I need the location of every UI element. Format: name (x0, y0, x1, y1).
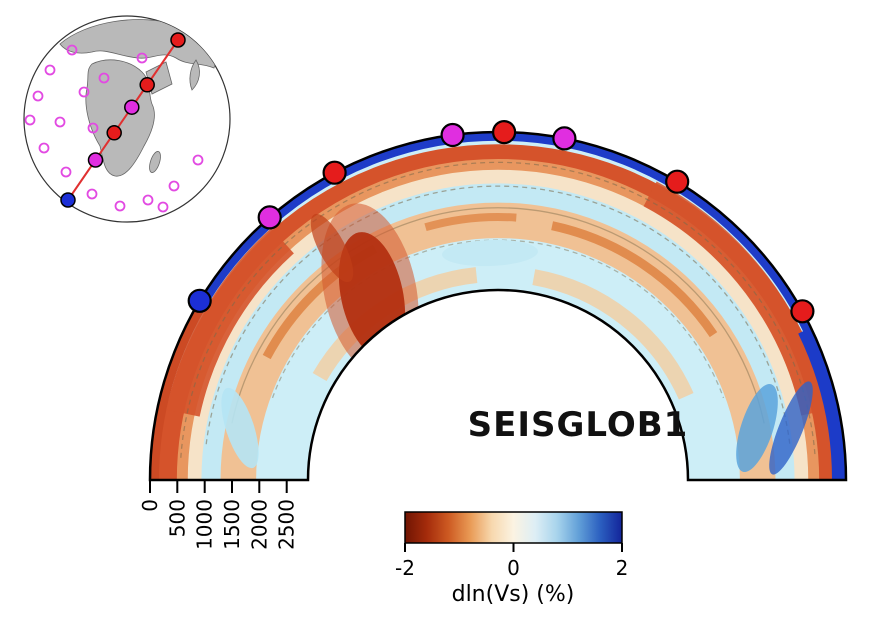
hotspot-marker (78, 86, 90, 98)
continent-india (189, 59, 200, 91)
hotspot-marker (157, 201, 169, 213)
depth-tick-label: 1500 (220, 499, 244, 550)
tomography-detail (424, 213, 517, 232)
station-marker (106, 125, 122, 141)
blue-station-marker (187, 288, 212, 313)
continent-eurasia (59, 19, 216, 69)
colorbar-tick-label: -2 (395, 556, 415, 580)
depth-tick-label: 1000 (193, 499, 217, 550)
hotspot-marker (60, 166, 72, 178)
tomography-detail (150, 295, 211, 480)
red-station-marker (790, 299, 815, 324)
depth-tick-label: 0 (138, 499, 162, 512)
magenta-station-marker (257, 205, 282, 230)
cross-section (148, 130, 848, 482)
tomography-detail (798, 327, 846, 480)
red-station-marker (322, 160, 347, 185)
tomography-anomaly (736, 383, 778, 473)
colorbar-ticks: -2 0 2 (395, 543, 628, 580)
hotspot-marker (44, 64, 56, 76)
tomography-anomaly (310, 213, 354, 283)
station-marker (170, 32, 186, 48)
depth-tick-label: 2000 (247, 499, 271, 550)
continent-madagascar (149, 151, 161, 173)
station-marker (139, 77, 155, 93)
annulus-outline (148, 130, 848, 482)
colorbar-tick-label: 2 (616, 556, 629, 580)
tomography-detail (643, 181, 829, 416)
hotspot-marker (24, 114, 36, 126)
colorbar-tick-label: 0 (507, 556, 520, 580)
tomography-overlays (150, 161, 846, 480)
colorbar-gradient (404, 511, 623, 544)
hotspot-marker (38, 142, 50, 154)
hotspot-marker (168, 180, 180, 192)
tomography-detail (532, 269, 694, 400)
depth-tick-label: 2500 (275, 499, 299, 550)
hotspot-marker (32, 90, 44, 102)
magenta-station-marker (440, 122, 465, 148)
colorbar-label: dln(Vs) (%) (452, 582, 575, 607)
hotspot-marker (136, 52, 148, 64)
continent-africa (85, 59, 155, 177)
great-circle-path (67, 39, 179, 201)
red-station-marker (492, 120, 517, 145)
hotspot-marker (142, 194, 154, 206)
tomography-detail (180, 161, 816, 458)
inset-markers (24, 32, 204, 213)
tomography-anomaly (221, 387, 259, 469)
hotspot-marker (87, 122, 99, 134)
hotspot-marker (86, 188, 98, 200)
tomography-band (201, 183, 795, 480)
station-marker (60, 192, 76, 208)
tomography-detail (166, 228, 295, 417)
magenta-station-marker (552, 126, 577, 151)
hotspot-marker (114, 200, 126, 212)
red-station-marker (665, 169, 690, 194)
globe-inset (23, 15, 231, 223)
hotspot-marker (192, 154, 204, 166)
station-marker (124, 99, 140, 115)
tomography-detail (205, 185, 791, 445)
tomography-detail (271, 239, 725, 399)
tomography-band (187, 169, 809, 480)
tomography-detail (231, 207, 765, 424)
station-marker (87, 152, 104, 168)
tomography-detail (551, 221, 718, 338)
model-title: SEISGLOB1 (468, 405, 689, 445)
tomography-anomaly (769, 381, 813, 475)
continents (59, 19, 216, 177)
hotspot-marker (66, 44, 78, 56)
surface-markers (187, 120, 815, 324)
hotspot-marker (98, 72, 110, 84)
hotspot-marker (54, 116, 66, 128)
tomography-anomaly (442, 239, 538, 267)
depth-tick-label: 500 (165, 499, 189, 537)
depth-axis: 0 500 1000 1500 2000 2500 (138, 481, 299, 550)
colorbar: -2 0 2 dln(Vs) (%) (395, 511, 628, 607)
